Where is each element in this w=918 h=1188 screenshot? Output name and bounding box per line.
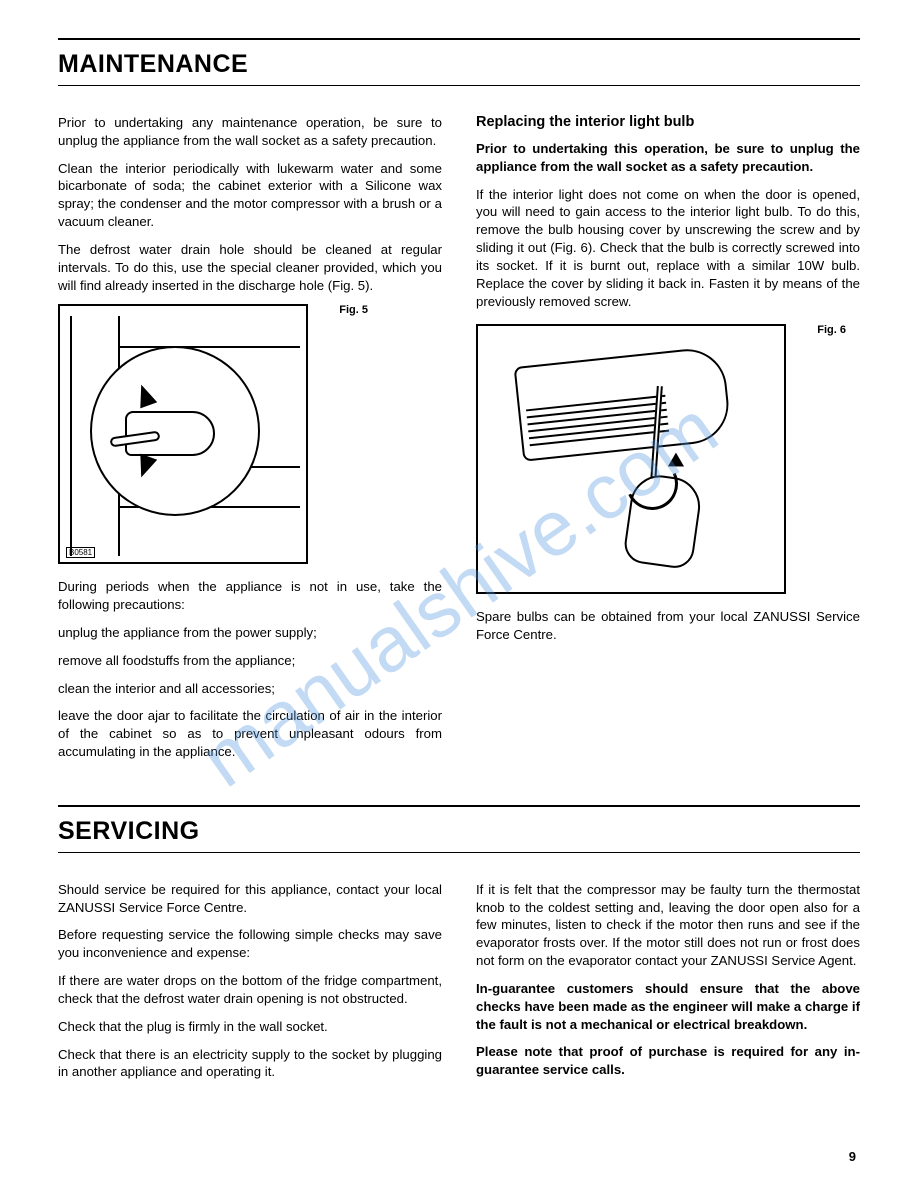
figure-5-illustration: B0581	[58, 304, 308, 564]
maint-p2: Clean the interior periodically with luk…	[58, 160, 442, 231]
servicing-heading: SERVICING	[58, 811, 860, 852]
bulb-warning: Prior to undertaking this operation, be …	[476, 140, 860, 176]
figure-6-illustration	[476, 324, 786, 594]
figure-6-container: Fig. 6	[476, 324, 846, 594]
rule-servicing-under	[58, 852, 860, 853]
figure-5-label: Fig. 5	[339, 304, 368, 316]
servicing-columns: Should service be required for this appl…	[58, 881, 860, 1091]
serv-r-b1: In-guarantee customers should ensure tha…	[476, 980, 860, 1033]
figure-5-container: Fig. 5 B0581	[58, 304, 368, 564]
maint-p6: remove all foodstuffs from the appliance…	[58, 652, 442, 670]
rule-top	[58, 38, 860, 40]
maint-p8: leave the door ajar to facilitate the ci…	[58, 707, 442, 760]
replace-bulb-heading: Replacing the interior light bulb	[476, 114, 860, 130]
maint-p3: The defrost water drain hole should be c…	[58, 241, 442, 294]
bulb-p2: Spare bulbs can be obtained from your lo…	[476, 608, 860, 644]
serv-l-p3: If there are water drops on the bottom o…	[58, 972, 442, 1008]
maintenance-heading: MAINTENANCE	[58, 44, 860, 85]
rule-servicing-top	[58, 805, 860, 807]
serv-l-p4: Check that the plug is firmly in the wal…	[58, 1018, 442, 1036]
maint-p5: unplug the appliance from the power supp…	[58, 624, 442, 642]
servicing-section: SERVICING Should service be required for…	[58, 805, 860, 1091]
maintenance-right-col: Replacing the interior light bulb Prior …	[476, 114, 860, 771]
figure-6-label: Fig. 6	[817, 324, 846, 336]
page-number: 9	[849, 1149, 856, 1164]
serv-l-p1: Should service be required for this appl…	[58, 881, 442, 917]
rule-under-heading	[58, 85, 860, 86]
bulb-p1: If the interior light does not come on w…	[476, 186, 860, 311]
servicing-left-col: Should service be required for this appl…	[58, 881, 442, 1091]
maint-p7: clean the interior and all accessories;	[58, 680, 442, 698]
maintenance-columns: Prior to undertaking any maintenance ope…	[58, 114, 860, 771]
figure-5-code: B0581	[66, 547, 95, 558]
servicing-right-col: If it is felt that the compressor may be…	[476, 881, 860, 1091]
maint-p4: During periods when the appliance is not…	[58, 578, 442, 614]
serv-r-p1: If it is felt that the compressor may be…	[476, 881, 860, 970]
maintenance-left-col: Prior to undertaking any maintenance ope…	[58, 114, 442, 771]
serv-l-p2: Before requesting service the following …	[58, 926, 442, 962]
serv-r-b2: Please note that proof of purchase is re…	[476, 1043, 860, 1079]
maint-p1: Prior to undertaking any maintenance ope…	[58, 114, 442, 150]
serv-l-p5: Check that there is an electricity suppl…	[58, 1046, 442, 1082]
